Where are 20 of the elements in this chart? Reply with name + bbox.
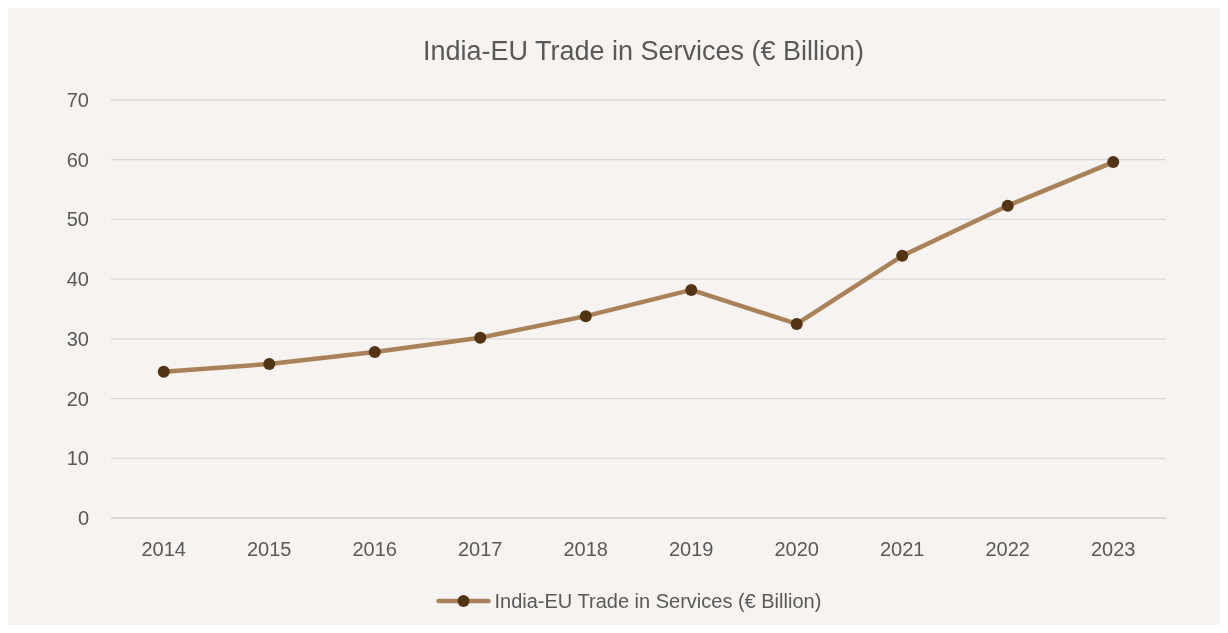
x-tick-label: 2023 xyxy=(1091,538,1136,560)
y-tick-label: 40 xyxy=(66,268,89,291)
y-tick-label: 0 xyxy=(77,507,89,529)
x-tick-label: 2018 xyxy=(563,538,608,560)
y-tick-label: 20 xyxy=(66,387,89,410)
y-tick-label: 30 xyxy=(66,327,89,350)
y-tick-label: 50 xyxy=(66,208,89,231)
chart-title: India-EU Trade in Services (€ Billion) xyxy=(422,36,865,66)
x-tick-label: 2020 xyxy=(774,538,819,560)
y-tick-label: 60 xyxy=(66,148,89,171)
x-tick-label: 2016 xyxy=(352,538,397,560)
x-tick-label: 2017 xyxy=(458,538,503,560)
y-tick-label: 10 xyxy=(66,447,89,470)
x-tick-label: 2022 xyxy=(985,538,1030,560)
legend-label: India-EU Trade in Services (€ Billion) xyxy=(494,590,822,612)
x-tick-label: 2021 xyxy=(880,538,925,560)
y-tick-label: 70 xyxy=(66,89,89,111)
x-tick-label: 2015 xyxy=(247,538,292,560)
x-tick-label: 2019 xyxy=(669,538,714,560)
x-tick-label: 2014 xyxy=(141,538,186,560)
